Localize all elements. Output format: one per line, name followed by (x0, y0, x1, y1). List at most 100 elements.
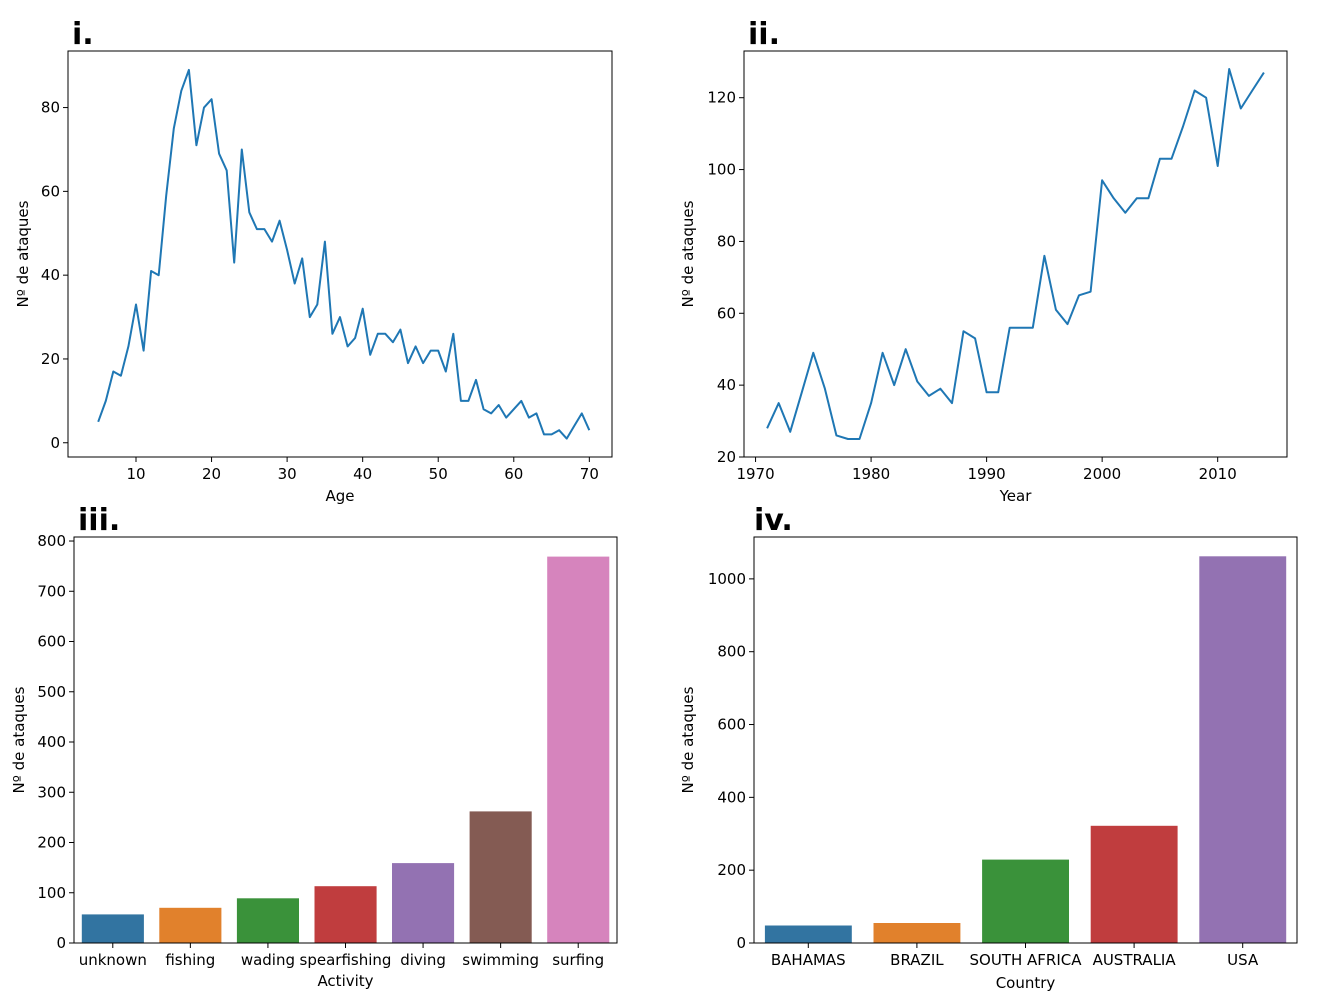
data-point (1136, 198, 1138, 200)
data-point (1194, 90, 1196, 92)
data-point (558, 429, 560, 431)
data-point (1009, 327, 1011, 329)
x-tick-label: wading (241, 951, 295, 969)
data-point (801, 392, 803, 394)
y-tick-label: 20 (41, 350, 60, 368)
data-point (339, 316, 341, 318)
bar-bahamas (764, 925, 852, 943)
x-axis-label: Country (996, 974, 1056, 992)
y-tick-label: 700 (37, 582, 66, 600)
y-tick-label: 0 (56, 934, 66, 952)
data-point (249, 212, 251, 214)
data-point (1032, 327, 1034, 329)
data-point (928, 395, 930, 397)
data-point (135, 304, 137, 306)
data-point (528, 417, 530, 419)
data-point (120, 375, 122, 377)
y-tick-label: 400 (717, 788, 746, 806)
data-point (407, 362, 409, 364)
y-tick-label: 200 (717, 861, 746, 879)
bar-south-africa (982, 859, 1069, 943)
y-axis-label: Nº de ataques (679, 200, 697, 307)
data-point (460, 400, 462, 402)
data-point (1159, 158, 1161, 160)
data-point (453, 333, 455, 335)
y-axis-label: Nº de ataques (679, 686, 697, 793)
y-tick-label: 80 (717, 232, 736, 250)
data-point (1021, 327, 1023, 329)
panel-label: iii. (78, 503, 120, 538)
plot-frame (743, 50, 1288, 458)
data-point (589, 429, 591, 431)
y-tick-label: 40 (717, 376, 736, 394)
data-point (789, 431, 791, 433)
data-point (505, 417, 507, 419)
data-point (573, 425, 575, 427)
data-point (521, 400, 523, 402)
y-tick-label: 80 (41, 99, 60, 117)
x-tick-label: USA (1227, 951, 1259, 969)
data-point (332, 333, 334, 335)
x-axis-label: Year (999, 487, 1033, 505)
data-point (1055, 309, 1057, 311)
y-tick-label: 100 (707, 161, 736, 179)
data-point (475, 379, 477, 381)
data-point (196, 145, 198, 147)
data-point (150, 270, 152, 272)
x-tick-label: swimming (462, 951, 539, 969)
y-tick-label: 800 (37, 532, 66, 550)
bar-diving (392, 863, 455, 943)
y-tick-label: 40 (41, 266, 60, 284)
x-axis-label: Age (325, 487, 354, 505)
data-point (233, 262, 235, 264)
bar-wading (236, 898, 299, 943)
data-point (324, 241, 326, 243)
bar-unknown (81, 914, 144, 943)
data-point (893, 384, 895, 386)
y-tick-label: 600 (37, 633, 66, 651)
data-point (917, 381, 919, 383)
data-point (882, 352, 884, 354)
data-point (211, 98, 213, 100)
panel-label: ii. (748, 17, 780, 52)
series-line (97, 68, 591, 440)
data-point (317, 304, 319, 306)
data-point (218, 153, 220, 155)
data-point (566, 438, 568, 440)
data-point (986, 392, 988, 394)
data-point (543, 434, 545, 436)
data-point (143, 350, 145, 352)
data-point (279, 220, 281, 222)
x-tick-label: 2000 (1083, 465, 1121, 483)
data-point (551, 434, 553, 436)
bar-spearfishing (314, 886, 377, 943)
data-point (113, 371, 115, 373)
data-point (158, 274, 160, 276)
data-point (226, 170, 228, 172)
data-point (301, 258, 303, 260)
y-tick-label: 60 (717, 304, 736, 322)
series-line (766, 68, 1265, 440)
chart-panel-4: iv. Country Nº de ataques 0 200 400 600 800 1000… (679, 503, 1298, 992)
x-tick-label: 40 (353, 465, 372, 483)
y-tick-label: 500 (37, 683, 66, 701)
x-tick-label: 10 (126, 465, 145, 483)
x-tick-label: 2010 (1199, 465, 1237, 483)
data-point (354, 337, 356, 339)
y-tick-label: 0 (50, 434, 60, 452)
plot-frame (67, 50, 613, 458)
data-point (1182, 126, 1184, 128)
data-point (1252, 90, 1254, 92)
data-point (264, 228, 266, 230)
plot-frame (73, 536, 618, 944)
data-point (1044, 255, 1046, 257)
data-point (1078, 295, 1080, 297)
data-point (963, 330, 965, 332)
x-tick-label: 20 (202, 465, 221, 483)
data-point (369, 354, 371, 356)
data-point (974, 338, 976, 340)
y-tick-label: 60 (41, 182, 60, 200)
data-point (766, 428, 768, 430)
plot-frame (753, 536, 1298, 944)
x-tick-label: 60 (504, 465, 523, 483)
